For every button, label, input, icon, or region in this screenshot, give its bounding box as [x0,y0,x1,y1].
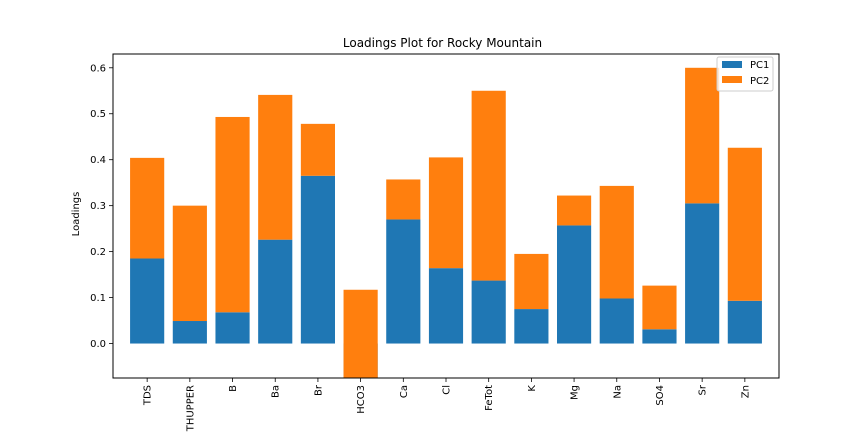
bars-layer [130,67,762,378]
y-axis-label: Loadings [71,192,82,237]
bar-pc1-k [514,309,549,344]
bar-pc1-ca [386,219,421,344]
y-tick-label: 0.3 [90,201,106,212]
bar-pc1-so4 [642,329,677,344]
bar-pc1-na [599,298,634,344]
bar-pc1-br [300,175,335,344]
x-tick-label-na: Na [612,385,623,399]
chart-title: Loadings Plot for Rocky Mountain [343,36,542,50]
y-tick-label: 0.2 [90,247,106,258]
legend: PC1 PC2 [716,56,774,92]
bar-pc1-sr [685,203,720,344]
bar-pc2-fetot [471,90,506,281]
bar-pc2-zn [727,147,762,301]
bar-pc2-k [514,253,549,310]
x-tick-label-k: K [527,385,538,392]
bar-pc1-cl [428,268,464,344]
y-axis: 0.0 0.1 0.2 0.3 0.4 0.5 0.6 [90,63,113,350]
bar-pc2-ba [258,94,293,240]
x-tick-label-mg: Mg [570,385,581,400]
x-tick-label-sr: Sr [698,384,709,395]
x-tick-label-tds: TDS [143,385,154,406]
x-tick-label-thupper: THUPPER [185,385,196,432]
bar-pc2-hco3 [343,289,378,378]
x-tick-label-fetot: FeTot [484,385,495,411]
bar-pc1-fetot [471,280,506,344]
bar-pc2-sr [685,67,720,204]
bar-pc2-thupper [172,205,207,322]
bar-pc1-thupper [172,321,207,344]
bar-pc2-so4 [642,285,677,330]
bar-pc2-br [300,123,335,176]
bar-pc1-zn [727,300,762,344]
x-tick-label-ba: Ba [271,385,282,398]
bar-pc2-b [215,116,250,313]
bar-pc1-b [215,312,250,344]
x-tick-label-so4: SO4 [655,385,666,406]
x-tick-label-br: Br [313,384,324,396]
bar-pc2-cl [428,157,464,269]
y-tick-label: 0.1 [90,293,106,304]
bar-pc2-ca [386,179,421,220]
x-tick-label-hco3: HCO3 [356,385,367,414]
y-tick-label: 0.5 [90,109,106,120]
bar-pc2-mg [557,195,592,226]
bar-pc2-tds [130,157,165,259]
legend-swatch-pc1 [722,61,742,68]
y-tick-label: 0.0 [90,339,106,350]
legend-label-pc2: PC2 [750,76,769,87]
bar-pc1-ba [258,239,293,344]
legend-label-pc1: PC1 [750,60,769,71]
bar-pc1-tds [130,258,165,344]
bar-pc2-na [599,185,634,299]
x-tick-label-ca: Ca [399,385,410,398]
legend-swatch-pc2 [722,76,742,83]
y-tick-label: 0.6 [90,63,106,74]
x-axis: TDS THUPPER B Ba Br HCO3 Ca Cl FeTot K Mg Na SO4 Sr Zn [143,378,751,432]
x-tick-label-zn: Zn [740,385,751,398]
y-tick-label: 0.4 [90,155,106,166]
x-tick-label-b: B [228,385,239,392]
bar-pc1-mg [557,225,592,344]
x-tick-label-cl: Cl [442,385,453,395]
